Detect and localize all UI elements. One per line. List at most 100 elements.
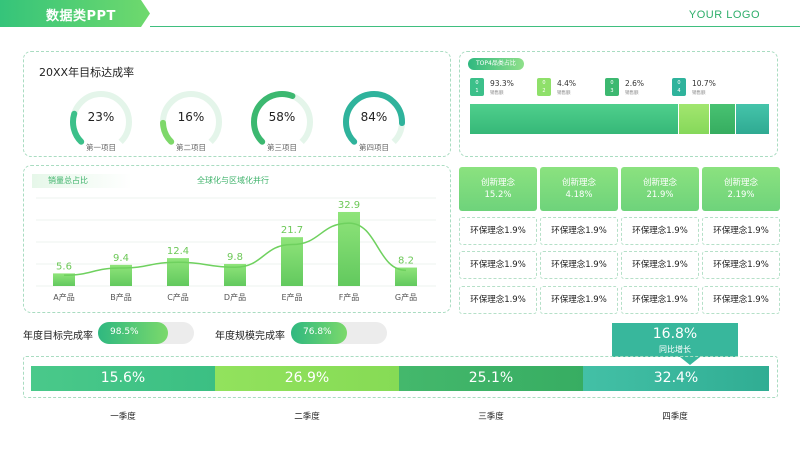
top4-sub-1: 销售额 [490,91,504,96]
yoy-growth-callout: 16.8% 同比增长 [612,323,738,357]
data-label-6: 32.9 [338,200,360,211]
grid-cell: 环保理念1.9% [702,251,780,279]
grid-cell: 环保理念1.9% [621,286,699,314]
grid-cell: 环保理念1.9% [621,251,699,279]
grid-cell: 环保理念1.9% [540,286,618,314]
quarter-segment-3: 25.1% [399,366,583,391]
bar-7 [395,267,417,286]
bar-6 [338,211,360,286]
quarter-label-1: 一季度 [110,412,136,422]
annual-target-rate-bar: 98.5% [98,322,194,344]
quarter-bar-frame [23,356,778,398]
grid-cell: 环保理念1.9% [459,251,537,279]
trend-line [63,222,407,277]
header-divider [150,26,800,27]
grid-cell: 环保理念1.9% [540,251,618,279]
data-label-5: 21.7 [281,225,303,236]
grid-header-3: 创新理念 21.9% [621,167,699,211]
bar-1 [53,273,75,286]
top4-share-bar-3 [710,104,735,134]
annual-scale-rate-bar: 76.8% [291,322,387,344]
quarter-segment-4: 32.4% [583,366,769,391]
category-label-5: E产品 [281,292,302,302]
annual-target-rate-label: 年度目标完成率 [23,331,93,342]
data-label-3: 12.4 [167,246,189,257]
grid-cell: 环保理念1.9% [540,217,618,245]
gauge-value-2: 16% [177,110,205,124]
annual-scale-rate-fill [291,322,347,344]
data-label-2: 9.4 [113,253,129,264]
target-rate-title: 20XX年目标达成率 [39,66,135,79]
annual-scale-rate-value: 76.8% [303,327,332,337]
quarter-segment-2: 26.9% [215,366,399,391]
quarter-label-2: 二季度 [294,412,320,422]
header-banner [0,0,150,27]
grid-cell: 环保理念1.9% [459,286,537,314]
grid-header-4: 创新理念 2.19% [702,167,780,211]
quarter-segment-1: 15.6% [31,366,215,391]
yoy-growth-value: 16.8% [652,326,698,342]
grid-cell: 环保理念1.9% [702,286,780,314]
top4-pct-4: 10.7% [692,79,716,88]
bar-3 [167,258,189,286]
top4-sub-4: 销售额 [692,91,706,96]
quarter-label-4: 四季度 [662,412,688,422]
gauge-label-2: 第二项目 [176,143,206,152]
category-label-3: C产品 [167,292,189,302]
grid-header-1: 创新理念 15.2% [459,167,537,211]
gauge-value-3: 58% [268,110,296,124]
data-label-4: 9.8 [227,252,243,263]
top4-share-bar-1 [470,104,678,134]
gauge-4: 84% 第四项目 [342,90,406,154]
grid-header-2: 创新理念 4.18% [540,167,618,211]
callout-pointer [680,357,700,365]
sales-bar-chart: 5.6 A产品 9.4 B产品 12.4 C产品 9.8 D产品 21.7 E产品 32.9 F产品 8… [36,197,436,302]
top4-sub-3: 销售额 [625,91,639,96]
gauge-label-4: 第四项目 [359,143,389,152]
grid-cell: 环保理念1.9% [459,217,537,245]
annual-target-rate-fill [98,322,168,344]
sales-tab: 销量总占比 [32,174,132,188]
gauge-ring-3 [251,91,313,153]
yoy-growth-label: 同比增长 [659,345,691,354]
top4-pct-2: 4.4% [557,79,577,88]
gauge-ring-4 [343,91,405,153]
gauge-value-4: 84% [360,110,388,124]
annual-scale-rate-label: 年度规模完成率 [215,331,285,342]
logo: YOUR LOGO [688,9,760,21]
annual-target-rate-value: 98.5% [110,327,139,337]
gauge-label-1: 第一项目 [86,143,116,152]
gauge-ring-2 [160,91,222,153]
gauge-1: 23% 第一项目 [69,90,133,154]
category-label-2: B产品 [110,292,132,302]
page-title: 数据类PPT [46,9,116,24]
gauge-2: 16% 第二项目 [159,90,223,154]
quarter-label-3: 三季度 [478,412,504,422]
category-label-1: A产品 [53,292,74,302]
sales-tab-label: 销量总占比 [48,176,88,185]
top4-sub-2: 销售额 [557,91,571,96]
grid-cell: 环保理念1.9% [621,217,699,245]
bar-5 [281,237,303,286]
gauge-3: 58% 第三项目 [250,90,314,154]
sales-subtitle: 全球化与区域化并行 [197,176,269,185]
top4-pct-1: 93.3% [490,79,514,88]
gauge-label-3: 第三项目 [267,143,297,152]
category-label-7: G产品 [395,292,417,302]
top4-pct-3: 2.6% [625,79,645,88]
top4-share-bar-4 [736,104,769,134]
data-label-1: 5.6 [56,261,72,272]
gauge-value-1: 23% [87,110,115,124]
category-label-6: F产品 [339,292,360,302]
category-label-4: D产品 [224,292,246,302]
data-label-7: 8.2 [398,256,414,267]
top4-share-bar-2 [679,104,709,134]
grid-cell: 环保理念1.9% [702,217,780,245]
sales-panel: 销量总占比 全球化与区域化并行 5.6 A产品 9.4 B产品 12.4 C产品 9.8 D产… [23,165,451,313]
gauge-ring-1 [70,91,132,153]
